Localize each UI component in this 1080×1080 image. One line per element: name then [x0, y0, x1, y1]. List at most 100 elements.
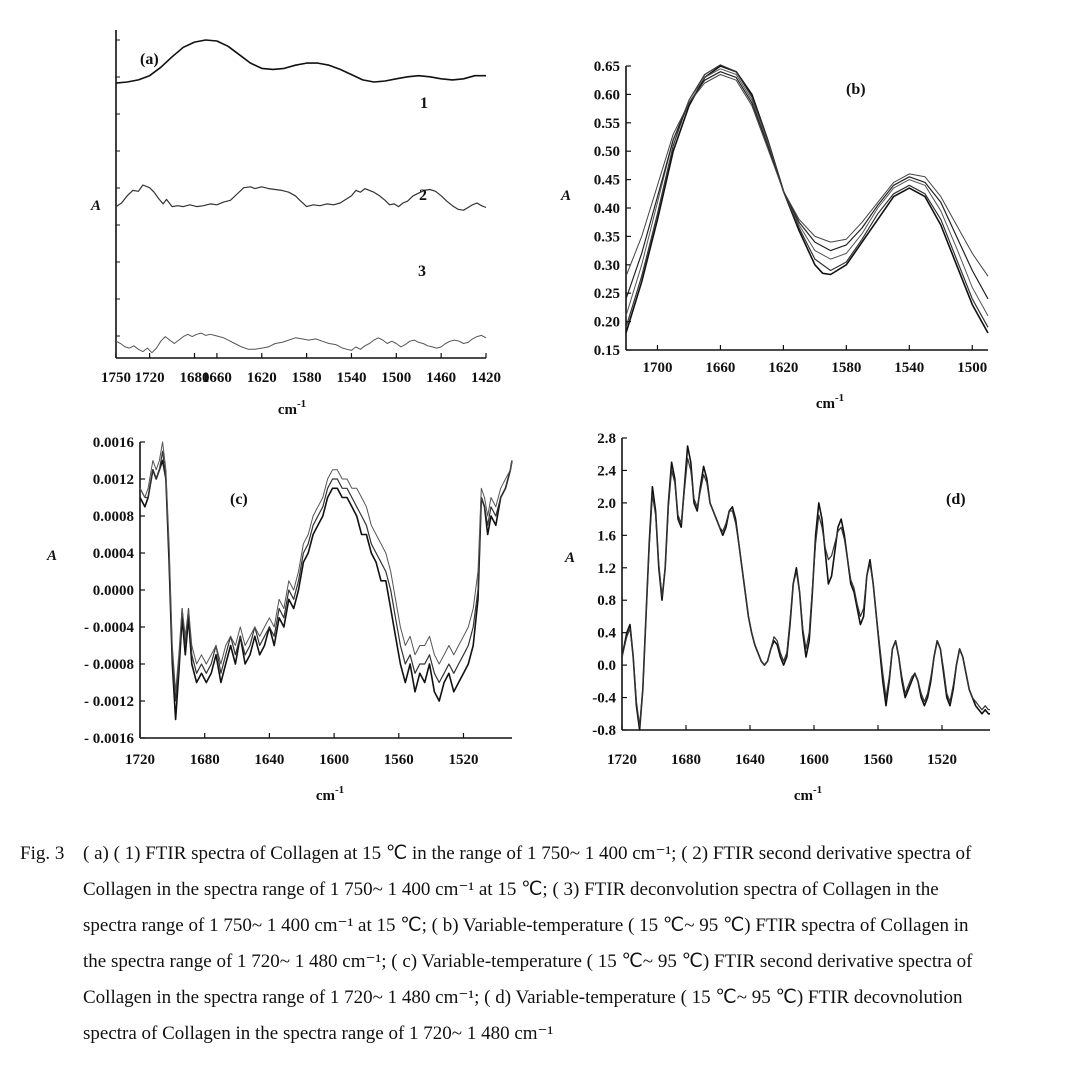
y-tick-label: 0.40 [594, 201, 620, 217]
y-tick-label: 0.0016 [93, 435, 135, 451]
panel-d: 1720 1680 1640 1600 1560 1520 2.8 2.4 2.0 1.6 1.2 0… [564, 431, 990, 804]
x-axis-label-exponent: -1 [335, 784, 344, 796]
y-axis-label: A [46, 548, 57, 564]
y-tick-label: 0.0008 [93, 509, 134, 525]
y-tick-label: 0.0004 [93, 546, 135, 562]
series-line-a-1 [115, 39, 486, 84]
x-axis-label-exponent: -1 [297, 398, 306, 410]
x-tick-label: 1700 [642, 360, 672, 376]
series-label: 3 [418, 263, 426, 280]
x-tick-label: 1580 [831, 360, 861, 376]
series-line-b-2 [625, 64, 989, 328]
x-axis-label-exponent: -1 [813, 784, 822, 796]
x-tick-label: 1720 [125, 752, 155, 768]
x-axis-label-exponent: -1 [835, 392, 844, 404]
x-axis-label: cm-1 [278, 398, 306, 418]
series-label: 2 [419, 187, 427, 204]
x-tick-label: 1520 [927, 752, 957, 768]
panel-b: 1700 1660 1620 1580 1540 1500 0.65 0.60 0.55 0.50… [560, 59, 989, 412]
y-axis-label: A [90, 198, 101, 214]
series-line-c-3 [139, 441, 513, 693]
series-label: 1 [420, 95, 428, 112]
series-line-a-3 [115, 332, 487, 354]
x-tick-label: 1460 [426, 370, 456, 386]
panel-c: 1720 1680 1640 1600 1560 1520 0.0016 0.0012 0.00… [46, 435, 513, 804]
x-tick-label: 1500 [381, 370, 411, 386]
caption-head: Fig. 3 [20, 843, 65, 864]
y-tick-label: 0.15 [594, 343, 620, 359]
series-line-b-1 [625, 65, 989, 334]
panel-label: (b) [846, 81, 866, 98]
series-line-d-2 [621, 457, 990, 727]
x-tick-label: 1660 [202, 370, 232, 386]
y-tick-label: 0.30 [594, 258, 620, 274]
x-tick-label: 1500 [957, 360, 987, 376]
y-tick-label: 2.4 [597, 463, 616, 479]
caption-line-1: ( a) ( 1) FTIR spectra of Collagen at 15… [83, 843, 972, 864]
y-tick-label: 2.8 [597, 431, 616, 447]
y-tick-label: 0.35 [594, 229, 620, 245]
x-tick-label: 1660 [705, 360, 735, 376]
y-tick-label: 0.4 [597, 626, 616, 642]
x-tick-label: 1720 [607, 752, 637, 768]
caption-line-3: spectra range of 1 750~ 1 400 cm⁻¹ at 15… [83, 915, 969, 936]
y-tick-label: 0.45 [594, 173, 620, 189]
x-tick-label: 1680 [179, 370, 209, 386]
x-tick-label: 1640 [735, 752, 765, 768]
series-line-c-2 [139, 450, 513, 702]
x-tick-label: 1560 [384, 752, 414, 768]
y-tick-label: 0.0000 [93, 583, 134, 599]
x-tick-label: 1600 [319, 752, 349, 768]
x-tick-label: 1600 [799, 752, 829, 768]
y-tick-label: 0.0 [597, 658, 616, 674]
series-line-a-2 [115, 184, 487, 211]
panel-label: (c) [230, 491, 248, 508]
caption-line-4: the spectra range of 1 720~ 1 480 cm⁻¹; … [83, 951, 973, 972]
x-axis-label: cm-1 [794, 784, 822, 804]
x-tick-label: 1420 [471, 370, 501, 386]
series-line-b-5 [625, 74, 989, 277]
y-tick-label: 0.20 [594, 315, 620, 331]
caption-line-6: spectra of Collagen in the spectra range… [83, 1023, 554, 1044]
x-tick-label: 1540 [336, 370, 366, 386]
y-tick-label: 0.55 [594, 116, 620, 132]
y-tick-label: 0.0012 [93, 472, 134, 488]
y-tick-label: -0.8 [592, 723, 616, 739]
y-tick-label: 0.50 [594, 144, 620, 160]
caption-line-2: Collagen in the spectra range of 1 750~ … [83, 879, 939, 900]
x-tick-label: 1580 [292, 370, 322, 386]
y-tick-label: - 0.0008 [84, 657, 134, 673]
x-tick-label: 1750 [101, 370, 131, 386]
panel-label: (d) [946, 491, 966, 508]
x-tick-label: 1520 [448, 752, 478, 768]
panel-label: (a) [140, 51, 159, 68]
x-tick-label: 1640 [254, 752, 284, 768]
x-tick-label: 1680 [671, 752, 701, 768]
y-axis-label: A [560, 188, 571, 204]
y-tick-label: 1.2 [597, 561, 616, 577]
x-tick-label: 1620 [247, 370, 277, 386]
series-line-b-3 [625, 68, 989, 317]
x-tick-label: 1620 [768, 360, 798, 376]
y-tick-label: - 0.0016 [84, 731, 134, 747]
x-tick-label: 1720 [135, 370, 165, 386]
x-tick-label: 1680 [190, 752, 220, 768]
y-tick-label: 0.60 [594, 87, 620, 103]
x-axis-label: cm-1 [316, 784, 344, 804]
series-line-c-1 [139, 459, 513, 721]
x-tick-label: 1560 [863, 752, 893, 768]
y-axis-label: A [564, 550, 575, 566]
x-axis-label: cm-1 [816, 392, 844, 412]
x-tick-label: 1540 [894, 360, 924, 376]
y-tick-label: 0.65 [594, 59, 620, 75]
y-tick-label: 1.6 [597, 528, 616, 544]
y-tick-label: - 0.0012 [84, 694, 134, 710]
caption-line-5: Collagen in the spectra range of 1 720~ … [83, 987, 963, 1008]
y-tick-label: 2.0 [597, 496, 616, 512]
y-tick-label: -0.4 [592, 691, 616, 707]
series-line-d-1 [621, 445, 990, 731]
series-line-b-4 [625, 71, 989, 300]
y-tick-label: - 0.0004 [84, 620, 134, 636]
